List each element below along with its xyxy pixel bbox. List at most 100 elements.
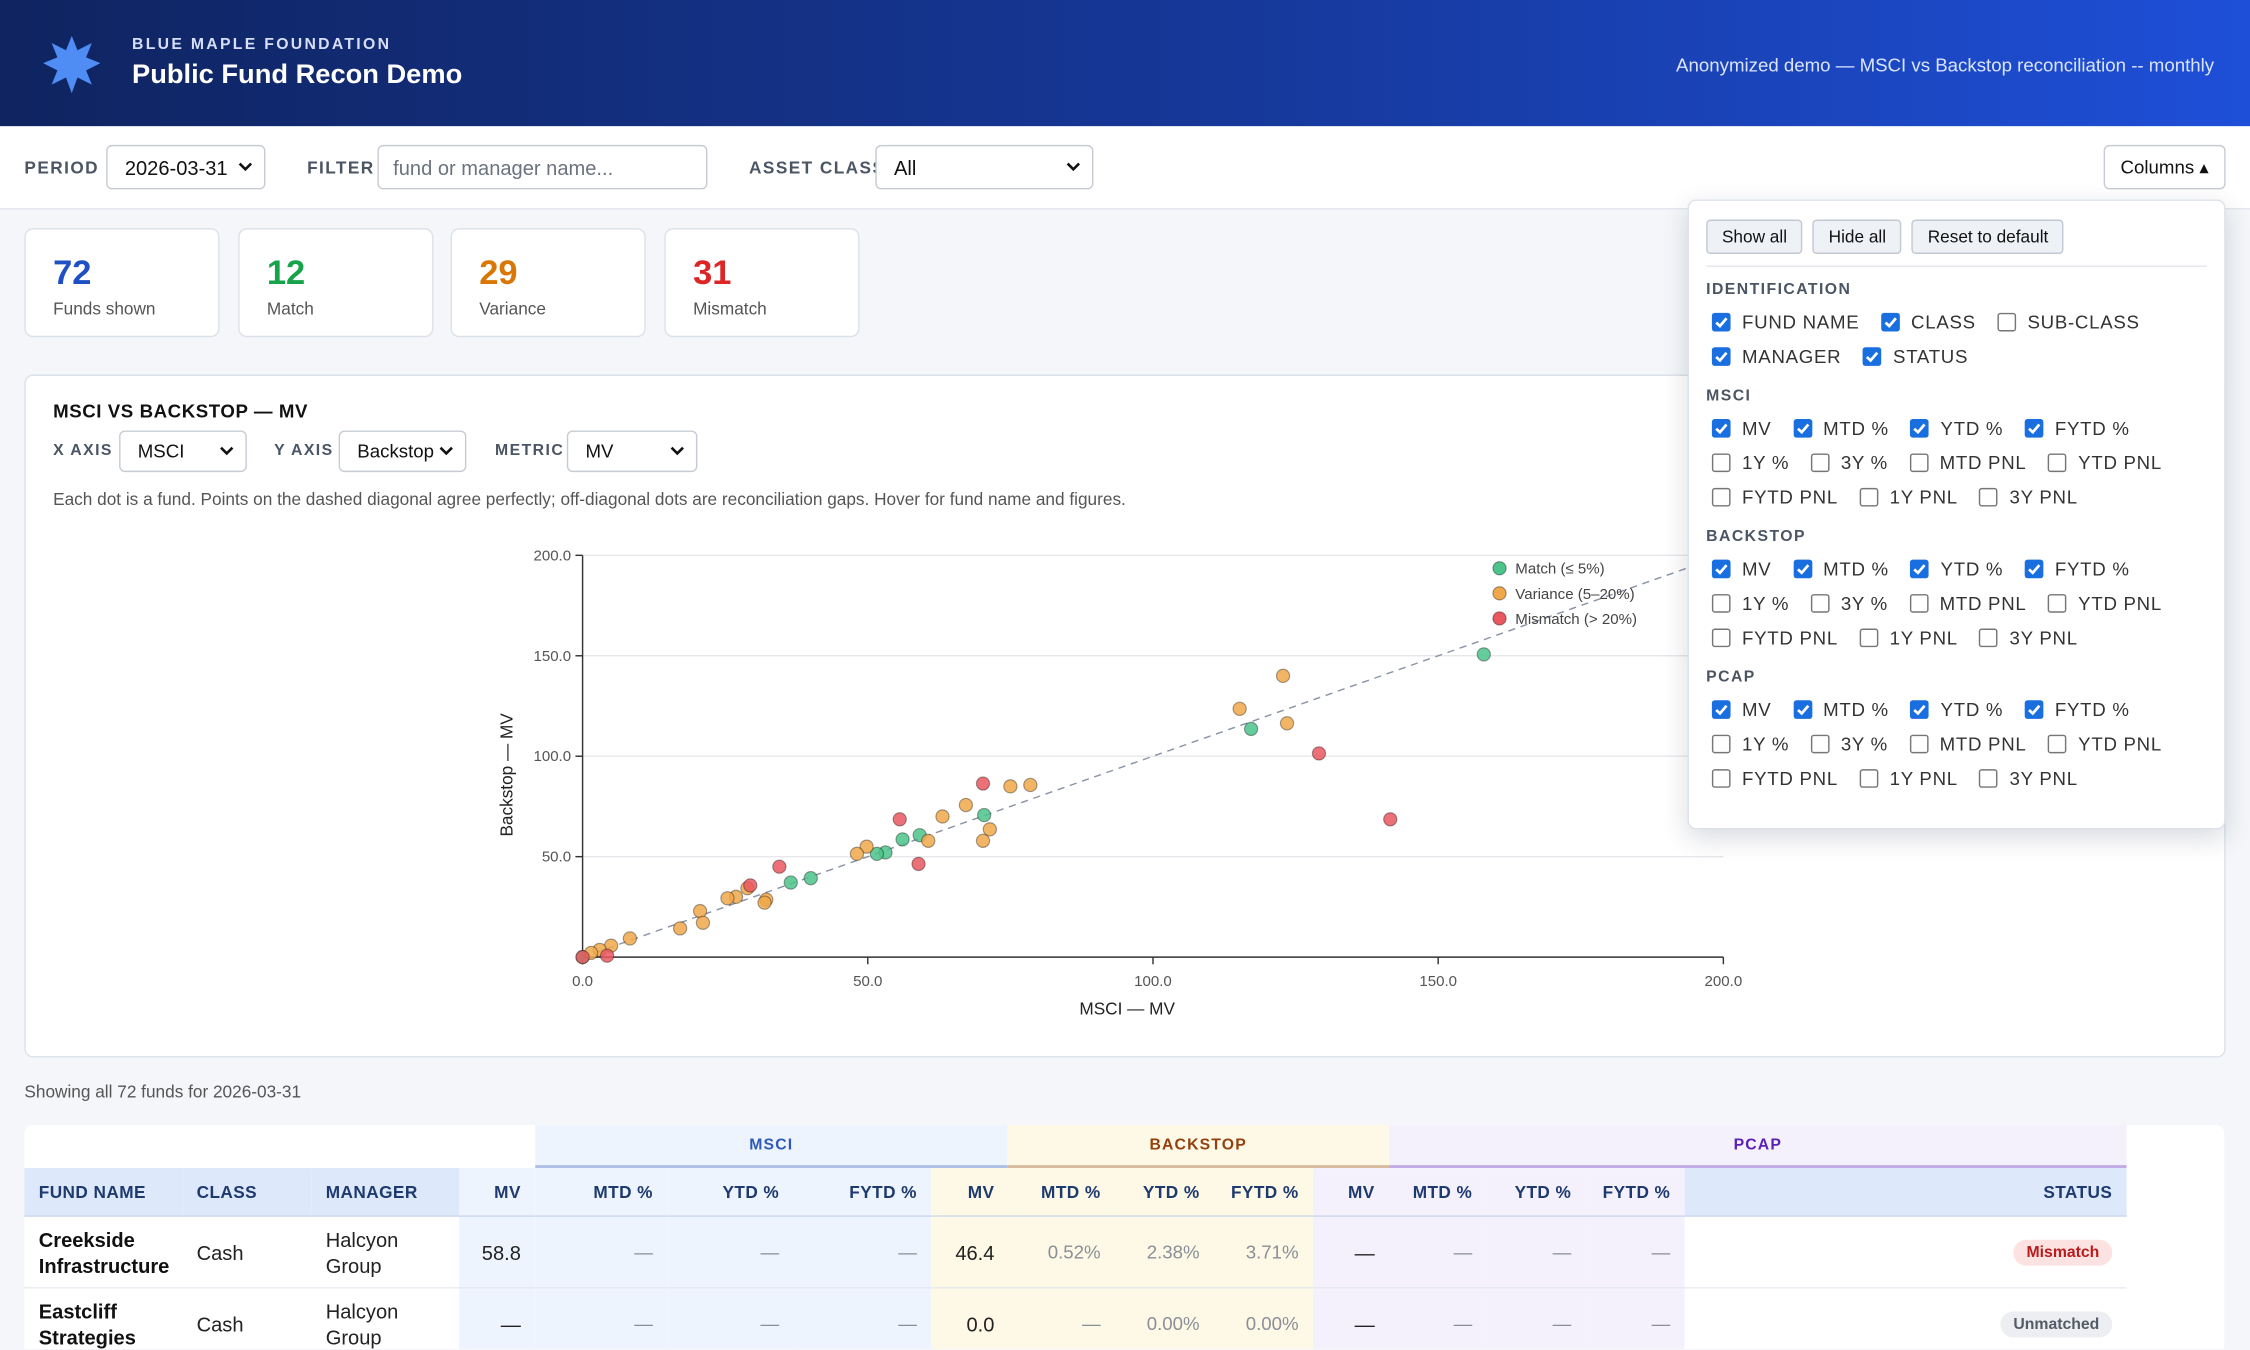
period-select[interactable]: 2026-03-31 (106, 144, 266, 190)
checkbox[interactable] (2048, 452, 2067, 472)
checkbox[interactable] (2024, 558, 2044, 578)
column-toggle[interactable]: MTD % (1792, 551, 1889, 585)
checkbox[interactable] (1810, 452, 1830, 472)
column-toggle[interactable]: FYTD % (2024, 551, 2130, 585)
column-toggle[interactable]: 1Y % (1711, 445, 1789, 479)
column-toggle[interactable]: 3Y PNL (1979, 479, 2077, 513)
column-toggle[interactable]: YTD % (1910, 410, 2003, 444)
filter-input[interactable]: fund or manager name... (377, 144, 708, 190)
metric-select[interactable]: MV (566, 430, 698, 473)
column-toggle[interactable]: YTD PNL (2048, 445, 2162, 479)
column-header[interactable]: MTD % (1008, 1168, 1115, 1217)
column-toggle[interactable]: 3Y PNL (1979, 620, 2077, 654)
column-toggle[interactable]: MV (1711, 551, 1772, 585)
column-toggle[interactable]: 1Y PNL (1859, 761, 1957, 795)
checkbox[interactable] (1711, 418, 1731, 437)
checkbox[interactable] (1711, 593, 1731, 613)
checkbox[interactable] (1711, 558, 1731, 578)
checkbox[interactable] (2048, 593, 2067, 613)
column-toggle[interactable]: CLASS (1880, 304, 1976, 338)
checkbox[interactable] (1910, 558, 1930, 578)
column-header[interactable]: MV (1312, 1168, 1390, 1217)
checkbox[interactable] (1792, 418, 1812, 437)
checkbox[interactable] (1711, 627, 1731, 647)
asset-class-select[interactable]: All (875, 144, 1094, 190)
column-toggle[interactable]: MV (1711, 692, 1772, 726)
column-toggle[interactable]: MTD PNL (1909, 726, 2026, 760)
checkbox[interactable] (1859, 768, 1879, 788)
column-header[interactable]: STATUS (1684, 1168, 2127, 1217)
column-header[interactable]: MV (459, 1168, 536, 1217)
checkbox[interactable] (1862, 346, 1882, 366)
column-header[interactable]: FYTD % (1585, 1168, 1685, 1217)
checkbox[interactable] (1910, 699, 1930, 719)
checkbox[interactable] (1711, 733, 1731, 753)
column-header[interactable]: MANAGER (311, 1168, 460, 1217)
column-header[interactable]: FYTD % (1213, 1168, 1313, 1217)
column-header[interactable]: MTD % (1389, 1168, 1487, 1217)
column-toggle[interactable]: SUB-CLASS (1997, 304, 2139, 338)
column-toggle[interactable]: MTD % (1792, 692, 1889, 726)
column-header[interactable]: YTD % (1114, 1168, 1214, 1217)
column-header[interactable]: YTD % (667, 1168, 794, 1217)
y-axis-select[interactable]: Backstop (338, 430, 467, 473)
column-toggle[interactable]: 3Y PNL (1979, 761, 2077, 795)
checkbox[interactable] (1997, 312, 2016, 331)
checkbox[interactable] (1810, 593, 1830, 613)
column-toggle[interactable]: FYTD PNL (1711, 620, 1838, 654)
column-toggle[interactable]: 3Y % (1810, 726, 1888, 760)
column-toggle[interactable]: STATUS (1862, 339, 1968, 373)
column-header[interactable]: MV (931, 1168, 1009, 1217)
column-toggle[interactable]: FYTD PNL (1711, 479, 1838, 513)
checkbox[interactable] (1711, 699, 1731, 719)
columns-button[interactable]: Columns ▴ (2103, 144, 2226, 190)
checkbox[interactable] (1909, 733, 1929, 753)
checkbox[interactable] (1792, 558, 1812, 578)
checkbox[interactable] (1909, 593, 1929, 613)
checkbox[interactable] (1711, 452, 1731, 472)
column-header[interactable]: FYTD % (793, 1168, 932, 1217)
column-toggle[interactable]: 3Y % (1810, 585, 1888, 619)
column-toggle[interactable]: MV (1711, 410, 1772, 444)
column-toggle[interactable]: MTD PNL (1909, 445, 2026, 479)
checkbox[interactable] (2024, 699, 2044, 719)
column-header[interactable]: YTD % (1486, 1168, 1586, 1217)
checkbox[interactable] (1979, 487, 1999, 506)
column-toggle[interactable]: MTD PNL (1909, 585, 2026, 619)
column-toggle[interactable]: YTD % (1910, 692, 2003, 726)
column-toggle[interactable]: MTD % (1792, 410, 1889, 444)
checkbox[interactable] (1909, 452, 1929, 472)
checkbox[interactable] (1711, 768, 1731, 788)
panel-button[interactable]: Show all (1706, 219, 1803, 254)
column-toggle[interactable]: YTD PNL (2048, 726, 2162, 760)
column-header[interactable]: MTD % (535, 1168, 668, 1217)
checkbox[interactable] (2048, 733, 2067, 753)
column-toggle[interactable]: FYTD % (2024, 410, 2130, 444)
checkbox[interactable] (1910, 418, 1930, 437)
checkbox[interactable] (1711, 487, 1731, 506)
checkbox[interactable] (1880, 312, 1900, 331)
column-toggle[interactable]: YTD PNL (2048, 585, 2162, 619)
column-toggle[interactable]: 1Y % (1711, 585, 1789, 619)
column-toggle[interactable]: FUND NAME (1711, 304, 1859, 338)
checkbox[interactable] (1711, 312, 1731, 331)
column-header[interactable]: CLASS (182, 1168, 312, 1217)
column-toggle[interactable]: FYTD % (2024, 692, 2130, 726)
checkbox[interactable] (1859, 487, 1879, 506)
column-toggle[interactable]: MANAGER (1711, 339, 1841, 373)
column-toggle[interactable]: 3Y % (1810, 445, 1888, 479)
checkbox[interactable] (1792, 699, 1812, 719)
panel-button[interactable]: Reset to default (1911, 219, 2065, 254)
x-axis-select[interactable]: MSCI (119, 430, 247, 473)
checkbox[interactable] (1810, 733, 1830, 753)
checkbox[interactable] (1979, 768, 1999, 788)
checkbox[interactable] (2024, 418, 2044, 437)
checkbox[interactable] (1711, 346, 1731, 366)
checkbox[interactable] (1859, 627, 1879, 647)
column-toggle[interactable]: 1Y PNL (1859, 479, 1957, 513)
column-toggle[interactable]: 1Y % (1711, 726, 1789, 760)
column-header[interactable]: FUND NAME (24, 1168, 183, 1217)
panel-button[interactable]: Hide all (1812, 219, 1902, 254)
column-toggle[interactable]: YTD % (1910, 551, 2003, 585)
column-toggle[interactable]: 1Y PNL (1859, 620, 1957, 654)
